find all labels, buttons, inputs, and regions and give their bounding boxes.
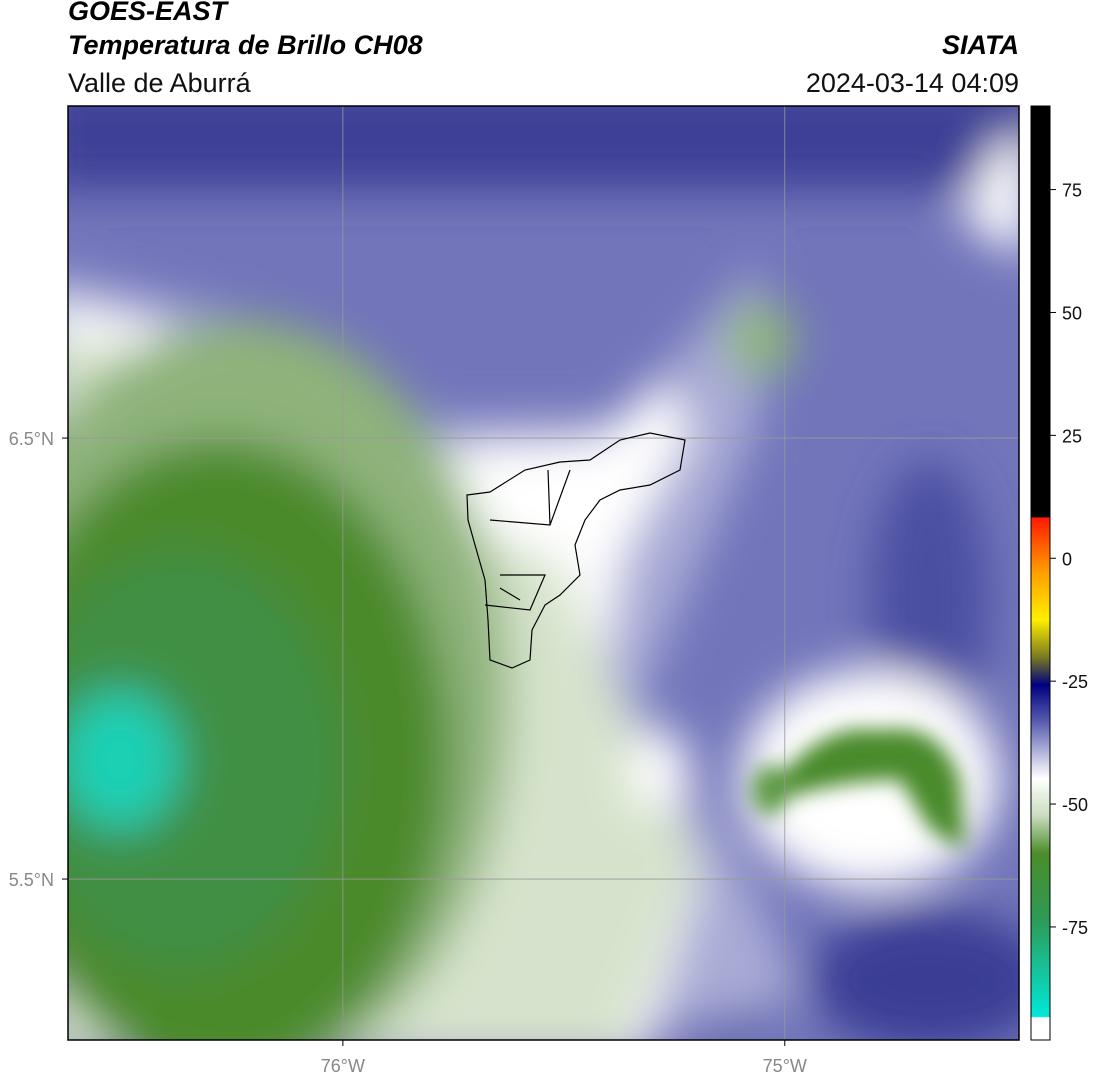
source: SIATA [942,30,1019,60]
x-tick-label: 75°W [763,1056,807,1076]
subtitle: Temperatura de Brillo CH08 [68,30,423,60]
y-tick-label: 5.5°N [9,870,54,890]
colorbar [1030,105,1051,1041]
title: GOES-EAST [68,0,230,26]
grid-lines [68,106,1019,1040]
brightness-field [68,106,1019,1040]
colorbar-tick-label: 50 [1062,303,1082,323]
colorbar-tick-label: -50 [1062,795,1088,815]
colorbar-tick-label: -25 [1062,672,1088,692]
map-frame [67,105,1020,1041]
x-tick-label: 76°W [321,1056,365,1076]
valley-outline [466,432,686,669]
colorbar-tick-label: 25 [1062,426,1082,446]
y-tick-label: 6.5°N [9,429,54,449]
colorbar-tick-label: 0 [1062,549,1072,569]
colorbar-tick-label: 75 [1062,181,1082,201]
colorbar-tick-label: -75 [1062,918,1088,938]
region: Valle de Aburrá [68,68,252,98]
datetime: 2024-03-14 04:09 [806,68,1019,98]
